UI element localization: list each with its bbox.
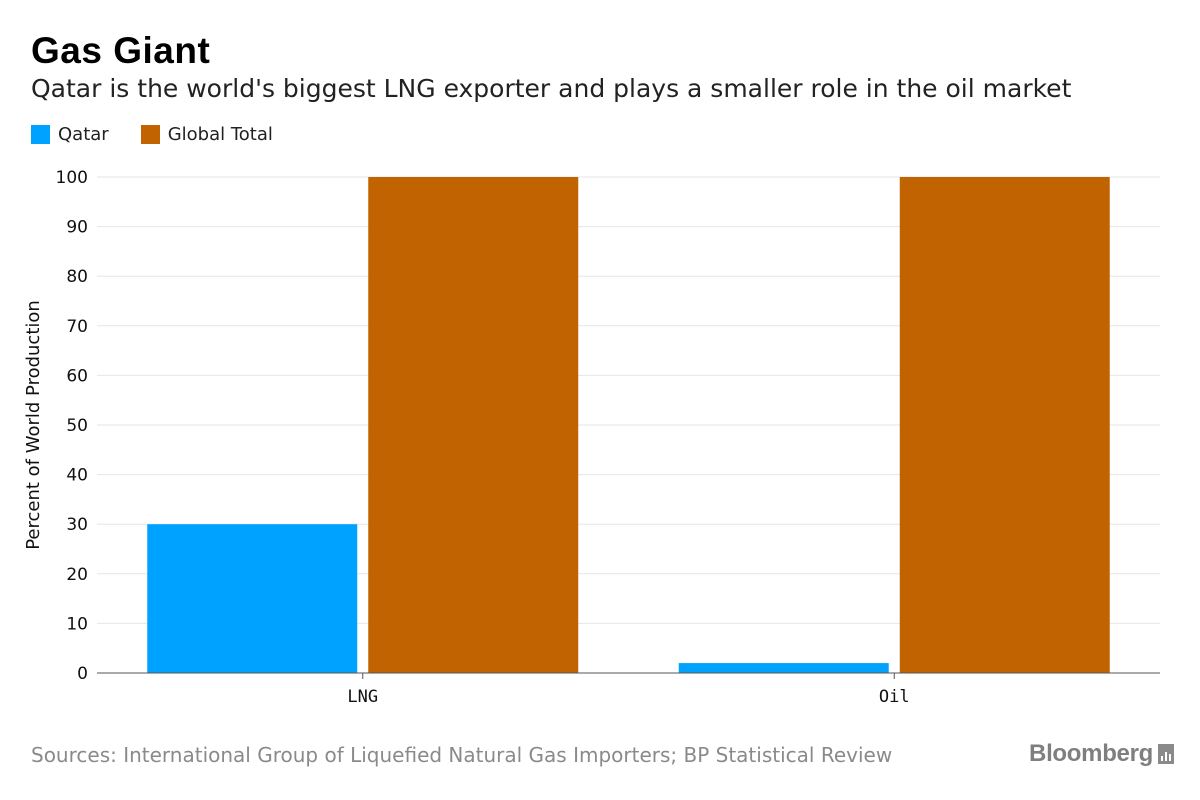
source-note: Sources: International Group of Liquefie… [31,743,893,767]
brand-logo: Bloomberg [1029,740,1174,768]
y-tick-label: 90 [66,218,88,238]
legend-item-global-total: Global Total [140,124,273,145]
y-axis-label: Percent of World Production [23,300,44,550]
x-tick-label: LNG [347,687,378,707]
y-tick-label: 40 [66,466,88,486]
legend-swatch-global-total [140,125,160,144]
brand-name: Bloomberg [1029,740,1153,767]
bar-chart: 0 10 20 30 40 50 60 70 80 90 100 Percent of World P… [23,168,1160,707]
y-tick-label: 80 [66,267,88,287]
bar-global-total-oil [899,177,1110,673]
legend-label-qatar: Qatar [58,124,109,145]
y-tick-label: 30 [66,515,88,535]
x-tick-label: Oil [879,687,910,707]
bar-global-total-lng [368,177,579,673]
chart-subtitle: Qatar is the world's biggest LNG exporte… [31,74,1072,103]
y-tick-label: 10 [66,614,88,634]
y-tick-label: 0 [77,664,88,684]
y-tick-label: 20 [66,565,88,585]
y-tick-label: 100 [56,168,88,188]
y-tick-label: 60 [66,366,88,386]
legend-item-qatar: Qatar [31,124,109,145]
legend: Qatar Global Total [31,124,273,145]
bar-qatar-oil [678,663,889,673]
legend-swatch-qatar [31,125,50,144]
chart-title: Gas Giant [31,30,211,71]
legend-label-global-total: Global Total [167,124,273,145]
y-tick-label: 70 [66,317,88,337]
bar-qatar-lng [147,524,358,673]
y-tick-label: 50 [66,416,88,436]
bar-chart-icon [1158,744,1174,764]
